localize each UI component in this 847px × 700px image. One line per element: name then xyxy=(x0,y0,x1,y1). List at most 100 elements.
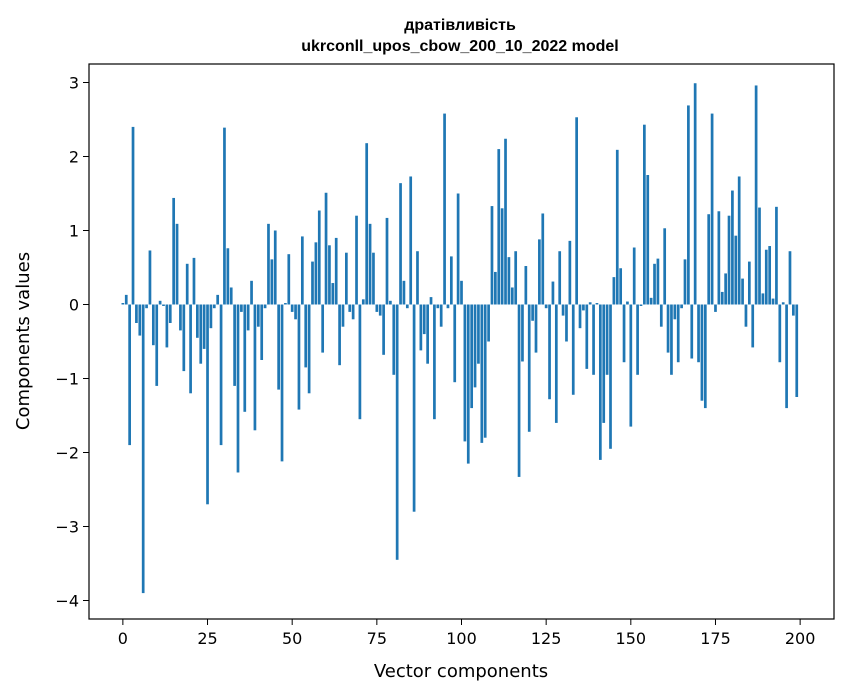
bar xyxy=(473,304,477,388)
bar xyxy=(416,251,419,305)
x-tick-label: 0 xyxy=(118,629,128,648)
x-tick-label: 175 xyxy=(700,629,731,648)
bar xyxy=(588,302,592,305)
bar xyxy=(138,304,142,336)
bar xyxy=(534,304,538,353)
bar xyxy=(395,304,399,560)
bar xyxy=(548,304,551,400)
bar xyxy=(792,304,795,316)
bar xyxy=(260,304,264,360)
bar xyxy=(375,304,379,312)
y-tick-label: −2 xyxy=(55,444,79,463)
bar xyxy=(250,280,253,305)
bar xyxy=(158,300,162,305)
x-tick-label: 75 xyxy=(367,629,387,648)
bar xyxy=(538,239,541,305)
bar xyxy=(747,261,751,305)
bar xyxy=(500,208,504,305)
x-tick-label: 100 xyxy=(446,629,477,648)
bar xyxy=(707,214,711,305)
bar xyxy=(280,304,284,462)
bar xyxy=(273,230,277,305)
bar xyxy=(361,299,365,305)
bar xyxy=(196,304,199,338)
bar xyxy=(199,304,203,364)
bar xyxy=(781,302,785,305)
bar xyxy=(504,138,507,305)
bar xyxy=(216,294,220,305)
bar xyxy=(304,304,308,368)
bar xyxy=(687,105,690,305)
bar xyxy=(612,277,616,305)
chart-title-line-1: дратівливість xyxy=(404,17,516,34)
bar xyxy=(527,304,531,432)
bar xyxy=(571,304,575,395)
bar xyxy=(727,215,731,305)
bar xyxy=(605,304,609,375)
bar xyxy=(487,304,490,342)
bar xyxy=(368,223,372,305)
bar xyxy=(202,304,206,349)
bar xyxy=(348,304,352,312)
bar xyxy=(649,297,653,305)
bar xyxy=(768,246,772,305)
bar xyxy=(172,197,176,305)
bar xyxy=(433,304,436,420)
bar xyxy=(659,304,663,327)
bar xyxy=(263,304,267,309)
bar xyxy=(598,304,602,460)
bar xyxy=(372,252,375,305)
bar xyxy=(409,176,413,305)
bar xyxy=(175,223,179,305)
bar xyxy=(494,271,497,305)
y-tick-label: 0 xyxy=(69,296,79,315)
bar xyxy=(135,304,138,323)
bar xyxy=(314,242,318,305)
bar xyxy=(446,304,450,309)
bar xyxy=(734,235,738,305)
bar xyxy=(680,304,683,309)
bar xyxy=(602,304,606,423)
bar xyxy=(697,304,700,363)
bar xyxy=(507,257,511,305)
bar xyxy=(622,304,626,363)
bar xyxy=(510,287,514,305)
bar xyxy=(141,304,145,594)
bar xyxy=(554,304,558,423)
bar xyxy=(324,192,328,305)
y-tick-label: −3 xyxy=(55,518,79,537)
bar xyxy=(338,304,341,366)
bar xyxy=(795,304,799,397)
bar xyxy=(683,259,687,305)
y-axis-ticks: −4 −3 −2 −1 0 1 2 3 xyxy=(55,74,89,611)
bar xyxy=(165,304,169,348)
bar xyxy=(429,297,433,305)
bar xyxy=(277,304,280,390)
bar xyxy=(521,304,524,362)
bar xyxy=(209,304,213,329)
bar xyxy=(162,304,165,306)
bar xyxy=(463,304,467,442)
x-tick-label: 125 xyxy=(531,629,562,648)
bar xyxy=(551,281,555,305)
bar xyxy=(758,207,761,305)
bar xyxy=(121,303,125,305)
bar xyxy=(531,304,534,321)
bar xyxy=(243,304,247,412)
bar xyxy=(670,304,673,375)
bar xyxy=(151,304,155,346)
bar xyxy=(412,304,416,512)
plot-frame xyxy=(88,63,835,620)
bar xyxy=(128,304,131,446)
bar xyxy=(307,304,311,394)
bar xyxy=(643,124,646,305)
bar xyxy=(724,273,727,305)
bar xyxy=(145,304,148,309)
bar xyxy=(565,304,568,342)
bar xyxy=(761,293,765,305)
bar xyxy=(168,304,172,323)
y-tick-label: 3 xyxy=(69,74,79,93)
bar xyxy=(666,304,670,353)
bar xyxy=(148,250,152,305)
